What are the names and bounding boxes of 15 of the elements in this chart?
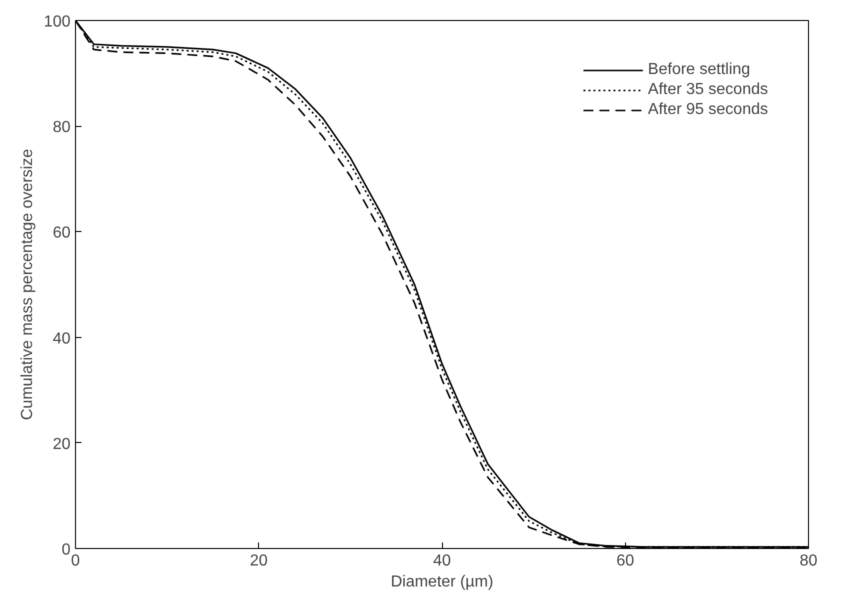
y-axis-title: Cumulative mass percentage oversize (18, 148, 36, 420)
legend-label: Before settling (648, 61, 750, 79)
x-tick-label: 60 (616, 552, 634, 570)
y-tick-label: 60 (52, 224, 71, 242)
y-tick-label: 0 (62, 542, 71, 558)
legend-label: After 35 seconds (648, 81, 768, 99)
x-tick-label: 80 (800, 552, 818, 570)
x-tick-label: 40 (433, 552, 451, 570)
y-tick-label: 40 (52, 330, 71, 348)
y-tick-label: 20 (52, 436, 71, 453)
y-tick-label: 80 (52, 119, 71, 136)
legend-label: After 95 seconds (648, 101, 768, 119)
y-tick-label: 100 (44, 14, 71, 30)
x-axis-title: Diameter (µm) (390, 574, 494, 590)
x-tick-label: 20 (250, 552, 268, 570)
